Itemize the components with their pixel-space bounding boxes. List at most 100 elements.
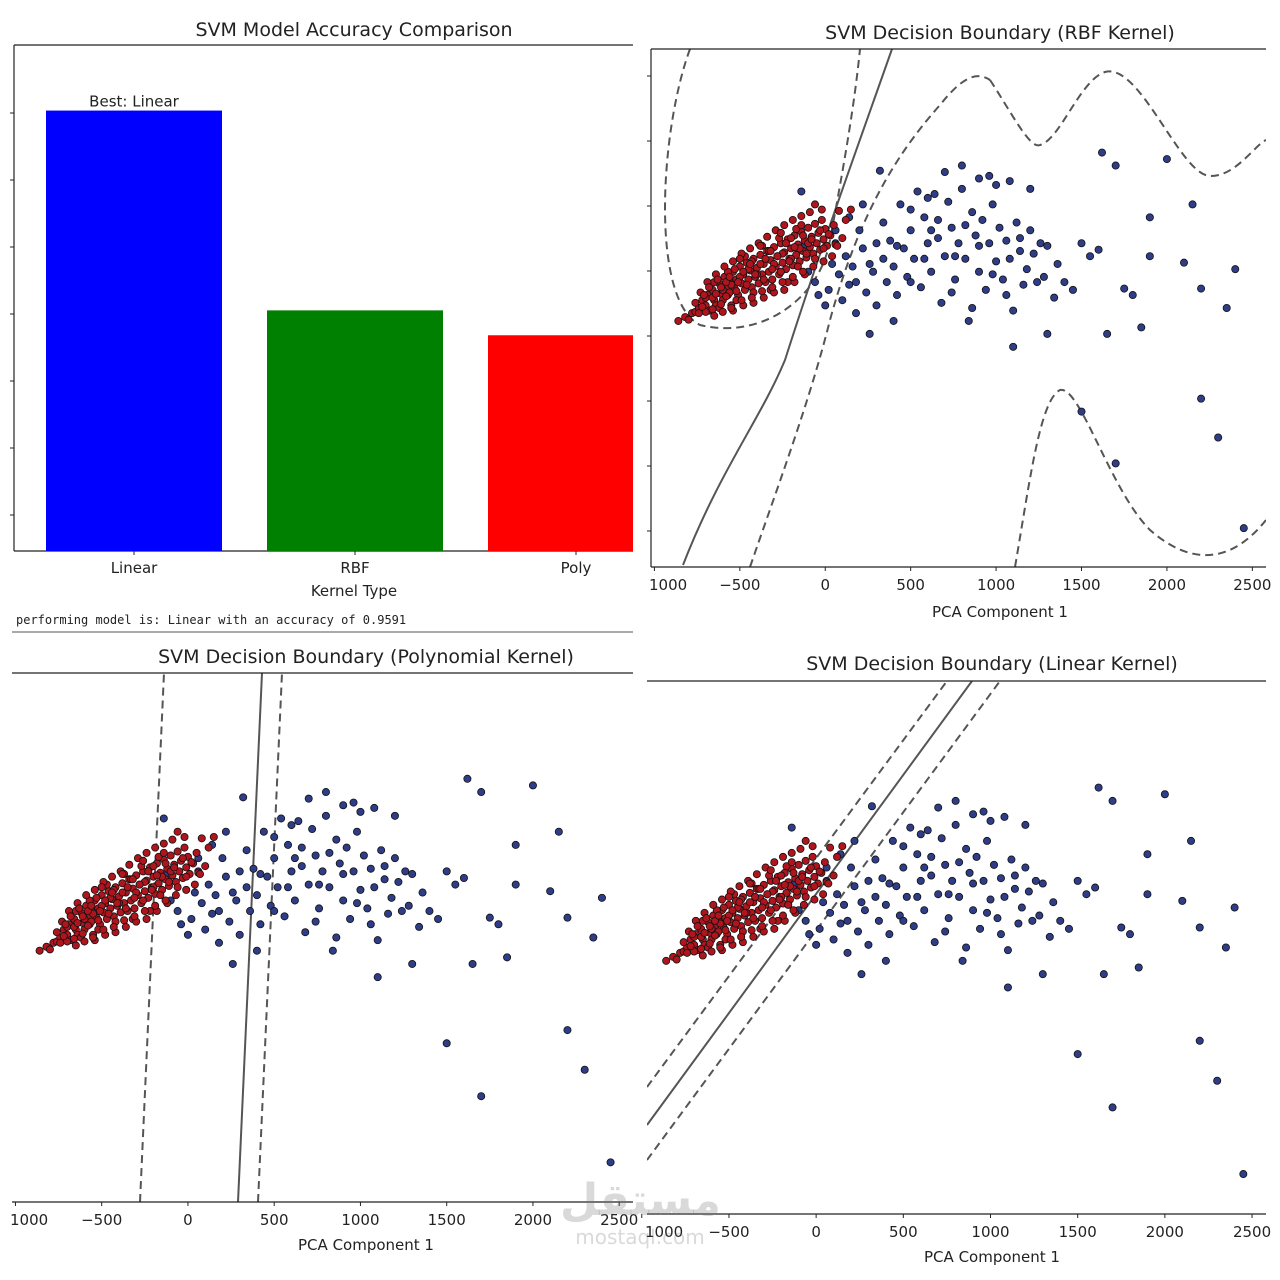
rbf-xlabel: PCA Component 1 — [932, 603, 1068, 621]
point-class-b — [239, 793, 248, 802]
point-class-b — [370, 803, 379, 812]
point-class-a — [149, 862, 158, 871]
point-class-b — [940, 168, 949, 177]
point-class-b — [297, 862, 306, 871]
point-class-a — [699, 291, 708, 300]
point-class-b — [881, 956, 890, 965]
point-class-b — [872, 301, 881, 310]
point-class-a — [705, 283, 714, 292]
point-class-b — [961, 254, 970, 263]
point-class-b — [259, 827, 268, 836]
point-class-a — [719, 903, 728, 912]
point-class-b — [159, 814, 168, 823]
point-class-b — [864, 940, 873, 949]
point-class-a — [801, 856, 810, 865]
point-class-a — [785, 257, 794, 266]
point-class-b — [962, 844, 971, 853]
point-class-a — [152, 871, 161, 880]
point-class-b — [304, 880, 313, 889]
margin-lower — [1014, 388, 1266, 567]
point-class-a — [104, 909, 113, 918]
point-class-a — [789, 868, 798, 877]
point-class-b — [971, 231, 980, 240]
point-class-b — [511, 880, 520, 889]
point-class-a — [78, 912, 87, 921]
point-class-a — [161, 859, 170, 868]
point-class-b — [332, 835, 341, 844]
point-class-b — [889, 316, 898, 325]
point-class-a — [87, 901, 96, 910]
point-class-b — [862, 288, 871, 297]
point-class-a — [120, 916, 129, 925]
point-class-a — [770, 858, 779, 867]
point-class-a — [784, 900, 793, 909]
point-class-b — [955, 892, 964, 901]
point-class-a — [788, 215, 797, 224]
point-class-b — [1053, 259, 1062, 268]
point-class-b — [1082, 890, 1091, 899]
point-class-a — [824, 230, 833, 239]
point-class-a — [168, 835, 177, 844]
point-class-b — [1143, 850, 1152, 859]
watermark: مستقل mostaql.com — [560, 1176, 721, 1249]
point-class-b — [263, 872, 272, 881]
point-class-b — [951, 820, 960, 829]
point-class-a — [125, 860, 134, 869]
rbf-panel: SVM Decision Boundary (RBF Kernel) 1000 −… — [647, 22, 1271, 621]
point-class-a — [751, 270, 760, 279]
point-class-a — [197, 834, 206, 843]
point-class-b — [879, 254, 888, 263]
point-class-a — [773, 252, 782, 261]
point-class-b — [957, 161, 966, 170]
poly-xlabel: PCA Component 1 — [298, 1236, 434, 1254]
point-class-a — [782, 862, 791, 871]
point-class-a — [130, 893, 139, 902]
decision-boundary — [682, 49, 893, 566]
point-class-a — [731, 919, 740, 928]
point-class-b — [397, 907, 406, 916]
point-class-b — [913, 187, 922, 196]
point-class-b — [983, 908, 992, 917]
point-class-b — [356, 885, 365, 894]
point-class-a — [171, 891, 180, 900]
point-class-a — [794, 860, 803, 869]
point-class-a — [730, 265, 739, 274]
point-class-a — [108, 872, 117, 881]
point-class-b — [906, 278, 915, 287]
point-class-a — [204, 843, 213, 852]
point-class-a — [56, 938, 65, 947]
point-class-a — [711, 289, 720, 298]
point-class-b — [814, 291, 823, 300]
point-class-b — [1026, 226, 1035, 235]
point-class-b — [881, 900, 890, 909]
point-class-b — [1014, 919, 1023, 928]
point-class-b — [998, 275, 1007, 284]
point-class-a — [144, 867, 153, 876]
point-class-b — [283, 883, 292, 892]
point-class-b — [821, 301, 830, 310]
point-class-b — [370, 883, 379, 892]
point-class-a — [182, 885, 191, 894]
x-tick-label: 1000 — [977, 576, 1015, 594]
margin-wave — [989, 70, 1266, 178]
point-class-b — [373, 936, 382, 945]
point-class-b — [225, 917, 234, 926]
point-class-b — [892, 882, 901, 891]
x-tick-label: 2000 — [514, 1211, 552, 1229]
point-class-b — [826, 908, 835, 917]
point-class-b — [390, 811, 399, 820]
point-class-a — [717, 283, 726, 292]
point-class-b — [580, 1065, 589, 1074]
point-class-b — [1073, 876, 1082, 885]
point-class-a — [130, 904, 139, 913]
point-class-a — [801, 836, 810, 845]
point-class-b — [366, 864, 375, 873]
point-class-b — [1197, 394, 1206, 403]
point-class-b — [335, 859, 344, 868]
point-class-a — [71, 941, 80, 950]
point-class-b — [1056, 916, 1065, 925]
point-class-a — [746, 244, 755, 253]
point-class-a — [752, 870, 761, 879]
point-class-b — [920, 863, 929, 872]
point-class-a — [810, 882, 819, 891]
